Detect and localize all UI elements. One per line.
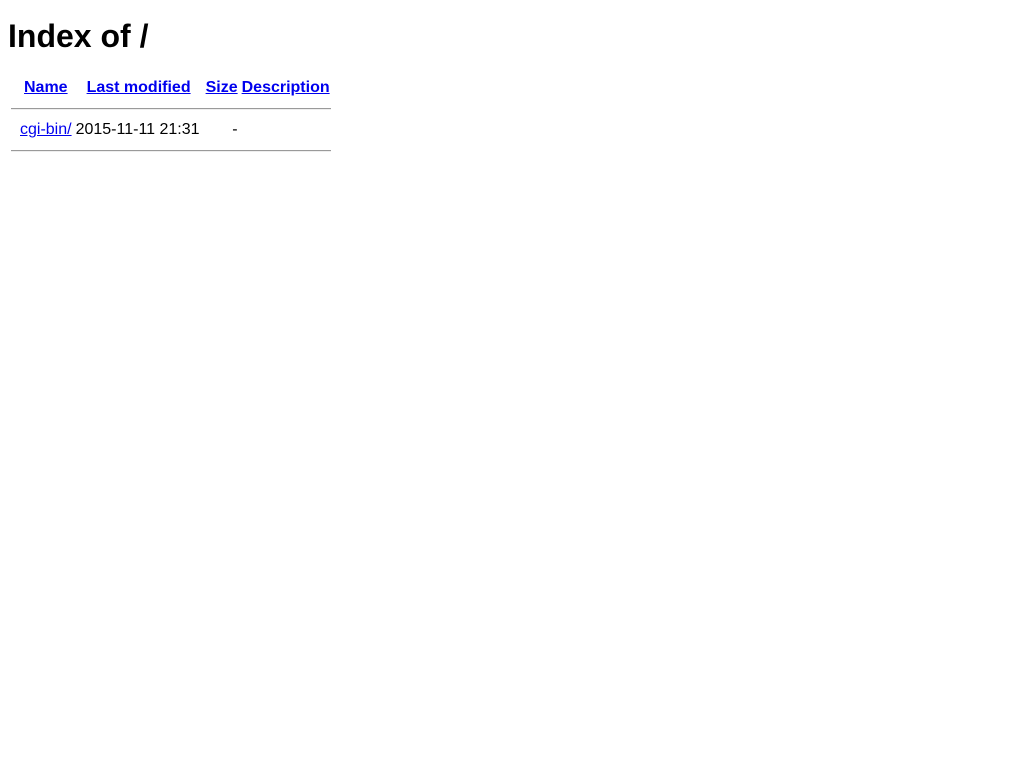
page-title: Index of / (8, 18, 149, 54)
sort-by-name-link[interactable]: Name (24, 79, 68, 96)
directory-listing-table: Name Last modified Size Description cgi-… (9, 76, 333, 162)
icon-column-header (11, 78, 17, 98)
size-cell: - (232, 121, 238, 138)
last-modified-cell: 2015-11-11 21:31 (75, 121, 200, 138)
sort-by-last-modified-link[interactable]: Last modified (86, 79, 191, 96)
table-row: cgi-bin/ 2015-11-11 21:31 - (11, 120, 331, 140)
footer-divider (11, 150, 331, 152)
description-cell (241, 120, 331, 140)
header-divider (11, 108, 331, 110)
sort-by-size-link[interactable]: Size (205, 79, 238, 96)
folder-icon (11, 120, 17, 140)
header-row: Name Last modified Size Description (11, 78, 331, 98)
sort-by-description-link[interactable]: Description (241, 79, 330, 96)
directory-link-cgi-bin[interactable]: cgi-bin/ (20, 121, 72, 138)
